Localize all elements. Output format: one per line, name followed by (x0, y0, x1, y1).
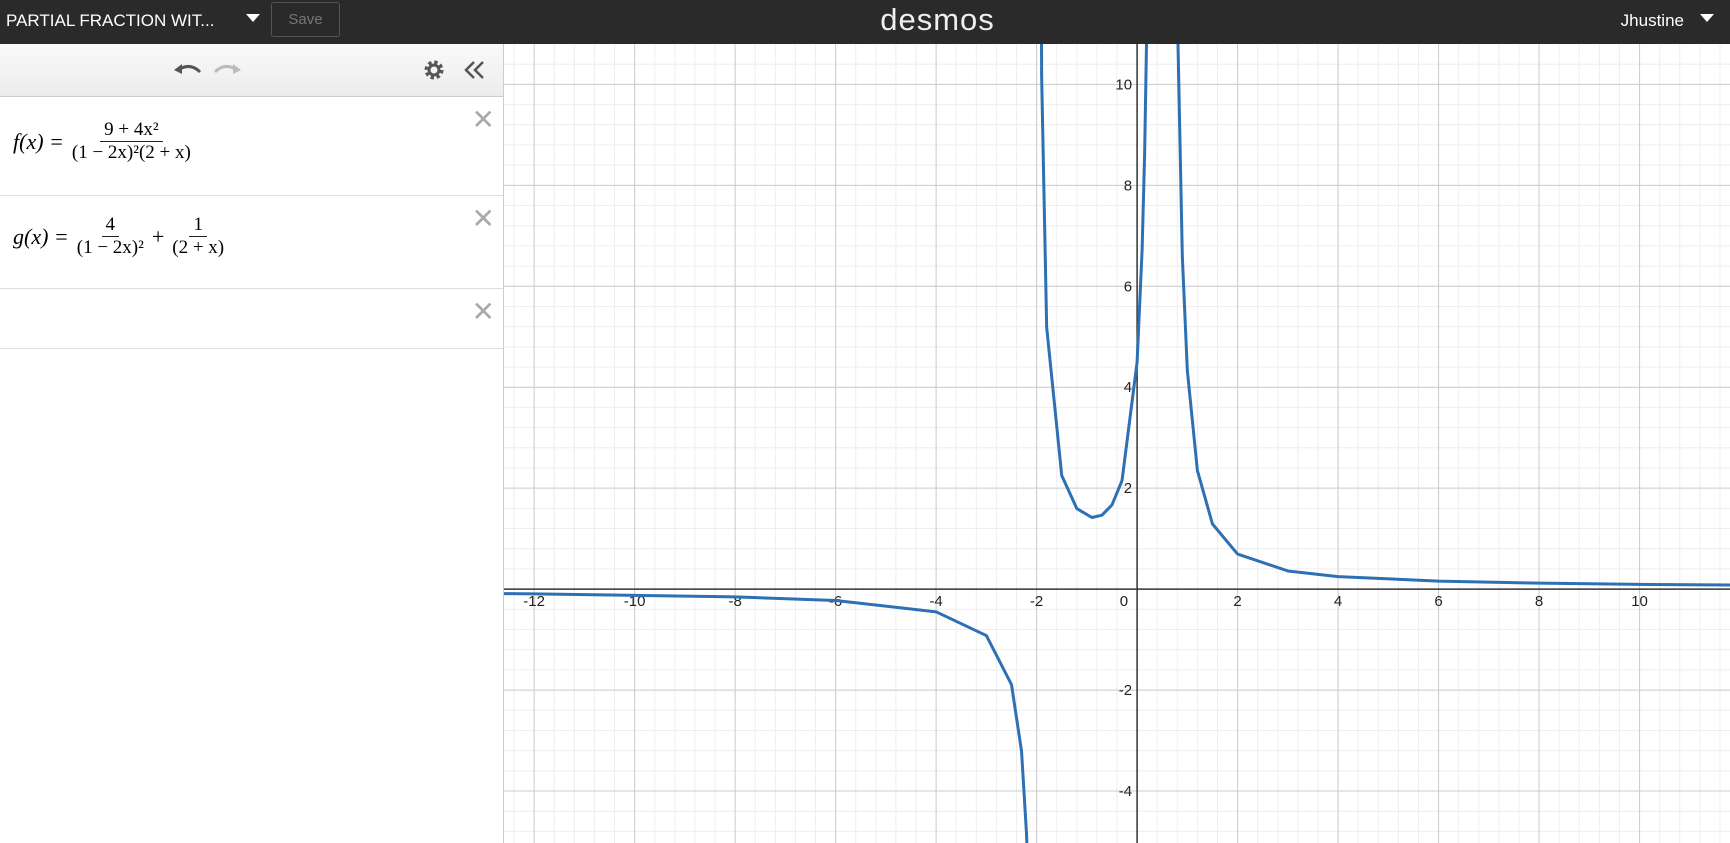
denominator: (2 + x) (172, 237, 225, 258)
lhs: g(x) = (13, 223, 69, 249)
x-tick-label: -4 (929, 593, 942, 610)
expression-row[interactable]: g(x) = 4 (1 − 2x)² + 1 (2 + x) ✕ (0, 196, 503, 289)
title-dropdown[interactable] (246, 14, 260, 23)
numerator: 4 (101, 214, 120, 237)
delete[interactable]: ✕ (471, 103, 495, 136)
top-bar: PARTIAL FRACTION WIT... Save desmos Jhus… (0, 0, 1730, 44)
graph-title[interactable]: PARTIAL FRACTION WIT... (6, 11, 215, 30)
fraction: 1 (2 + x) (172, 214, 224, 259)
x-tick-label: -8 (728, 593, 741, 610)
delete[interactable]: ✕ (471, 295, 495, 328)
logo: desmos (880, 2, 995, 37)
numerator: 1 (189, 214, 207, 237)
x-tick-label: -10 (624, 593, 646, 610)
numerator: 9 + 4x² (100, 119, 163, 142)
toolbar-icons (174, 60, 484, 80)
denominator: (1 − 2x)² (76, 237, 144, 258)
lhs: f(x) = (13, 128, 64, 154)
user-menu[interactable]: Jhustine (1620, 11, 1684, 30)
denominator: (1 − 2x)²(2 + x) (71, 142, 191, 163)
y-tick-label: 2 (1124, 480, 1132, 497)
curve (504, 44, 1730, 843)
settings-ring[interactable] (427, 63, 441, 77)
expression-panel: f(x) = 9 + 4x² (1 − 2x)²(2 + x) ✕ g(x) = … (0, 44, 504, 843)
y-tick-label: 10 (1115, 76, 1132, 93)
expression-row[interactable]: f(x) = 9 + 4x² (1 − 2x)²(2 + x) ✕ (0, 97, 503, 196)
toolbar (0, 44, 503, 97)
x-tick-label: 4 (1334, 593, 1342, 610)
x-tick-label: -12 (523, 593, 545, 610)
x-tick-label: 10 (1631, 593, 1648, 610)
delete[interactable]: ✕ (471, 202, 495, 235)
x-tick-label: 8 (1535, 593, 1543, 610)
y-tick-label: -4 (1119, 783, 1132, 800)
x-tick-label: 6 (1434, 593, 1442, 610)
y-tick-label: -2 (1119, 682, 1132, 699)
expression: f(x) = 9 + 4x² (1 − 2x)²(2 + x) (13, 119, 191, 164)
redo-head[interactable] (233, 64, 241, 74)
y-tick-label: 6 (1124, 278, 1132, 295)
y-tick-label: 4 (1124, 379, 1132, 396)
undo-head[interactable] (174, 64, 182, 74)
x-tick-label: 2 (1233, 593, 1241, 610)
y-tick-label: 8 (1124, 177, 1132, 194)
x-tick-label: 0 (1120, 593, 1128, 610)
save-button[interactable]: Save (271, 2, 340, 37)
empty-expression-row[interactable]: ✕ (0, 289, 503, 349)
collapse[interactable] (464, 61, 484, 79)
settings[interactable] (424, 60, 444, 80)
x-tick-label: -2 (1030, 593, 1043, 610)
fraction: 9 + 4x² (1 − 2x)²(2 + x) (72, 119, 191, 164)
fraction: 4 (1 − 2x)² (77, 214, 144, 259)
x-tick-label: -6 (829, 593, 842, 610)
user-dropdown[interactable] (1700, 14, 1714, 23)
operator: + (151, 223, 165, 249)
expression: g(x) = 4 (1 − 2x)² + 1 (2 + x) (13, 214, 224, 259)
